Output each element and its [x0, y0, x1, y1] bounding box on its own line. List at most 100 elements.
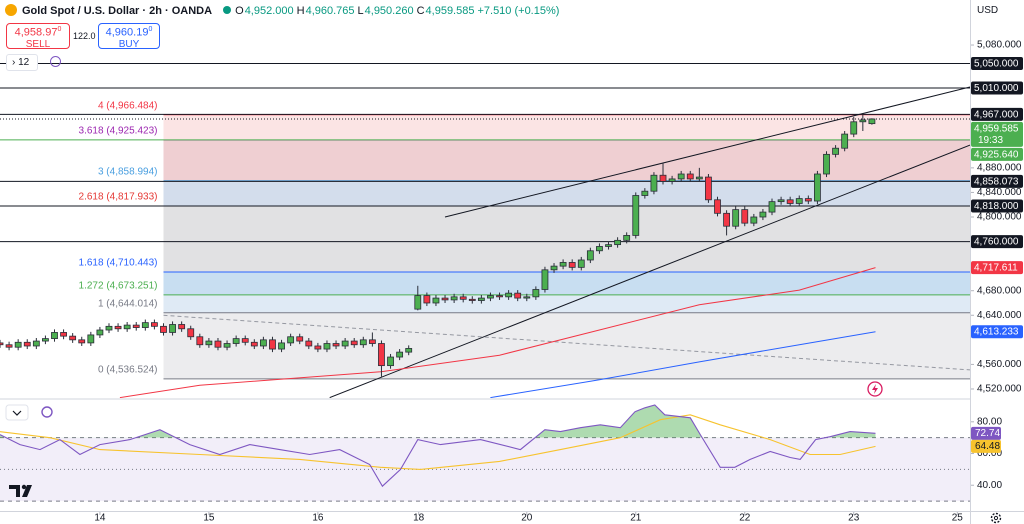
candle-body: [205, 340, 213, 346]
ohlc-value: 4,952.000: [244, 5, 294, 17]
price-tag: [971, 261, 1023, 275]
candle-body: [96, 329, 104, 336]
y-tick-label: 4,800.000: [977, 212, 1022, 223]
candle-body: [804, 198, 812, 202]
price-tag: [971, 174, 1023, 188]
candle-body: [332, 343, 340, 347]
buy-button[interactable]: 4,960.190 BUY: [98, 23, 160, 50]
candle-body: [305, 340, 313, 347]
moving-average: [490, 331, 876, 398]
rsi-collapse-button[interactable]: [5, 404, 29, 421]
candle-body: [686, 173, 694, 180]
candle-body: [623, 235, 631, 241]
candle-body: [14, 341, 22, 348]
change: +7.510 (+0.15%): [477, 5, 560, 17]
price-tag-label: 4,967.000: [974, 109, 1019, 120]
candle-body: [596, 246, 603, 252]
currency[interactable]: USD: [977, 5, 999, 16]
candle-body: [359, 339, 367, 346]
candle-body: [614, 239, 622, 246]
fib-label: 4 (4,966.484): [98, 100, 158, 111]
candle-body: [350, 340, 358, 346]
candle-body: [178, 324, 186, 330]
moving-average: [119, 267, 876, 398]
candle-body: [278, 342, 285, 350]
rsi-y-tick-label: 80.00: [977, 416, 1002, 427]
fib-label: 3 (4,858.994): [98, 166, 158, 177]
candle-body: [514, 292, 522, 299]
candle-body: [396, 351, 404, 358]
candle-body: [550, 265, 558, 271]
price-tag-countdown: 19:33: [978, 135, 1003, 146]
candle-body: [532, 289, 540, 298]
price-tag-label: 5,050.000: [974, 58, 1019, 69]
rsi-value-label: 72.74: [975, 428, 1000, 439]
price-tag: [971, 199, 1023, 213]
candle-body: [441, 297, 449, 301]
alert-icon[interactable]: [867, 381, 883, 397]
candle-body: [123, 324, 131, 330]
interval-control[interactable]: › 12: [6, 54, 38, 71]
fib-label: 1 (4,644.014): [98, 298, 158, 309]
x-tick-label: 22: [739, 513, 751, 524]
candle-body: [78, 339, 86, 344]
candle-body: [568, 262, 576, 268]
y-tick-label: 4,560.000: [977, 359, 1022, 370]
fib-zone: [163, 272, 970, 295]
interval-value: 12: [18, 57, 30, 68]
settings-icon[interactable]: [990, 512, 1002, 524]
candle-body: [487, 295, 494, 299]
price-tag: [971, 325, 1023, 339]
ohlc-key: L: [357, 5, 364, 17]
y-tick-label: 5,080.000: [977, 40, 1022, 51]
candle-body: [759, 211, 767, 218]
rsi-sync-icon[interactable]: [41, 406, 53, 418]
tradingview-logo[interactable]: [9, 484, 32, 497]
candle-body: [795, 198, 803, 204]
fib-label: 1.272 (4,673.251): [79, 280, 158, 291]
sync-icon[interactable]: [50, 56, 61, 67]
candle-body: [750, 216, 758, 224]
candle-body: [296, 336, 304, 342]
candle-body: [832, 147, 839, 155]
candle-body: [468, 298, 476, 301]
candle-body: [705, 176, 712, 201]
symbol-icon: [5, 4, 17, 16]
price-tag: [971, 107, 1023, 121]
fib-label: 1.618 (4,710.443): [79, 258, 158, 269]
candle-body: [714, 199, 721, 214]
candle-body: [732, 209, 740, 227]
candle-body: [423, 295, 431, 304]
candle-body: [141, 322, 149, 328]
candle-body: [60, 332, 67, 337]
candle-body: [132, 324, 140, 328]
rsi-y-tick-label: 40.00: [977, 480, 1002, 491]
candle-body: [477, 297, 485, 301]
sell-price-sup: 0: [57, 26, 62, 33]
price-tag-label: 4,959.585: [974, 123, 1019, 134]
candle-body: [496, 295, 503, 298]
candle-body: [868, 118, 876, 125]
sell-button[interactable]: 4,958.970 SELL: [6, 23, 70, 50]
candle-body: [87, 334, 95, 344]
x-tick-label: 18: [413, 513, 425, 524]
candle-body: [196, 336, 204, 346]
ohlc-key: H: [296, 5, 305, 17]
rsi-value-tag: [971, 426, 1001, 440]
ohlc-key: O: [235, 5, 244, 17]
candle-body: [214, 340, 222, 348]
candle-body: [859, 119, 867, 123]
price-tag-label: 4,818.000: [974, 201, 1019, 212]
candle-body: [323, 343, 331, 350]
candle-body: [650, 174, 658, 192]
price-tag-label: 4,925.640: [974, 149, 1019, 160]
price-tag-label: 5,010.000: [974, 83, 1019, 94]
rsi-line: [0, 414, 876, 470]
candle-body: [105, 325, 113, 331]
candle-body: [577, 259, 585, 268]
fib-zone: [163, 180, 970, 206]
fib-zone: [163, 205, 970, 273]
candle-body: [241, 338, 249, 343]
x-tick-label: 21: [630, 513, 642, 524]
